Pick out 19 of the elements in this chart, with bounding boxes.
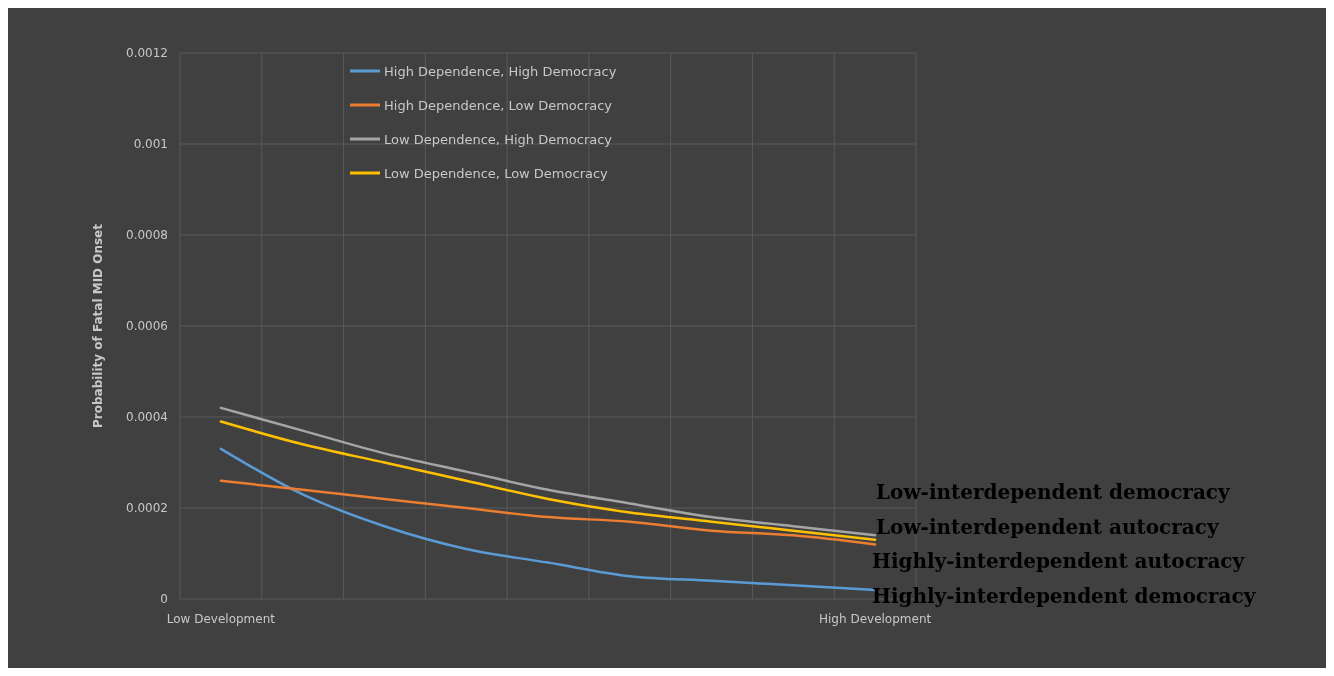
annotation: Highly-interdependent autocracy: [872, 549, 1246, 573]
x-tick-label: High Development: [819, 612, 932, 626]
annotation: Low-interdependent democracy: [876, 480, 1232, 504]
y-axis-title: Probability of Fatal MID Onset: [91, 223, 105, 428]
y-tick-label: 0.0004: [126, 410, 168, 425]
legend-label: High Dependence, Low Democracy: [384, 97, 613, 113]
line-series: [219, 479, 877, 546]
legend-label: Low Dependence, High Democracy: [384, 131, 613, 147]
y-tick-label: 0.0002: [126, 501, 168, 516]
y-tick-label: 0.0008: [126, 228, 168, 243]
annotation: Highly-interdependent democracy: [872, 583, 1257, 608]
legend-label: High Dependence, High Democracy: [384, 63, 617, 79]
y-tick-label: 0.0006: [126, 319, 168, 334]
y-tick-label: 0: [160, 592, 168, 607]
x-tick-label: Low Development: [166, 612, 276, 626]
legend-label: Low Dependence, Low Democracy: [384, 165, 609, 181]
annotation: Low-interdependent autocracy: [876, 514, 1220, 539]
y-tick-label: 0.0012: [126, 46, 168, 61]
y-tick-label: 0.001: [133, 137, 168, 152]
